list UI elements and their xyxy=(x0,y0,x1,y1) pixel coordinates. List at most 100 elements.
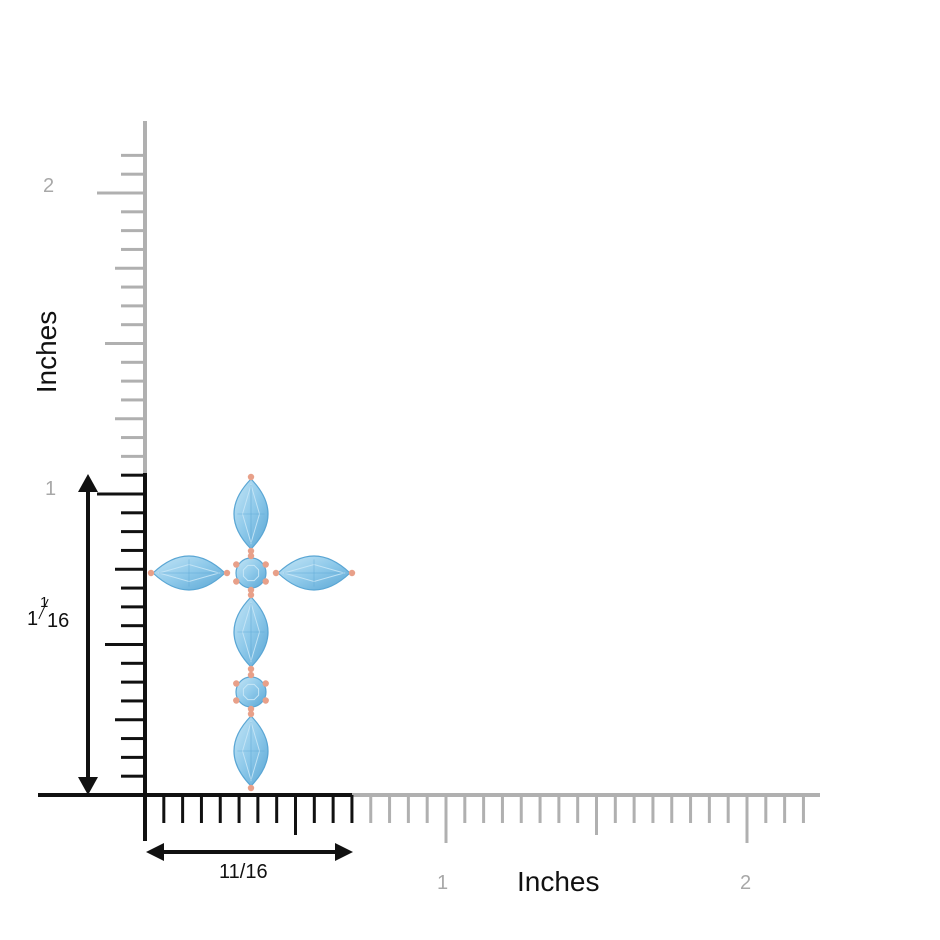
horizontal-ruler-tick xyxy=(369,795,373,823)
vertical-ruler-tick xyxy=(121,360,145,364)
vertical-ruler-tick xyxy=(121,304,145,308)
vertical-ruler-tick xyxy=(121,737,145,741)
x-axis-title: Inches xyxy=(517,866,600,897)
horizontal-ruler-tick xyxy=(500,795,504,823)
prong xyxy=(247,591,255,599)
horizontal-ruler-tick xyxy=(651,795,655,823)
prong xyxy=(247,586,255,594)
vertical-ruler xyxy=(97,121,147,841)
prong xyxy=(247,705,255,713)
vertical-ruler-tick xyxy=(115,266,145,270)
horizontal-ruler-tick xyxy=(689,795,693,823)
vertical-ruler-tick xyxy=(121,511,145,515)
horizontal-ruler-tick xyxy=(181,795,185,823)
width-dimension-arrow xyxy=(146,843,353,861)
vertical-ruler-tick xyxy=(105,342,145,345)
horizontal-ruler-tick xyxy=(670,795,674,823)
prong xyxy=(262,561,269,568)
vertical-ruler-tick xyxy=(121,172,145,176)
vertical-ruler-tick xyxy=(121,210,145,214)
marquise-stone xyxy=(152,555,226,591)
vertical-ruler-tick xyxy=(121,774,145,778)
y-axis-title: Inches xyxy=(31,310,62,394)
round-stone xyxy=(235,557,267,589)
horizontal-ruler-tick xyxy=(632,795,636,823)
horizontal-ruler xyxy=(38,793,820,843)
vertical-ruler-tick xyxy=(97,492,145,496)
height-label-whole: 1 xyxy=(27,608,39,630)
horizontal-ruler-tick xyxy=(406,795,410,823)
horizontal-ruler-tick xyxy=(199,795,203,823)
horizontal-ruler-tick xyxy=(613,795,617,823)
vertical-ruler-gray-line xyxy=(143,121,147,475)
marquise-stone xyxy=(277,555,351,591)
vertical-ruler-tick xyxy=(121,285,145,289)
horizontal-ruler-tick xyxy=(482,795,486,823)
prong xyxy=(247,784,255,792)
horizontal-ruler-black-line xyxy=(38,793,354,797)
vertical-ruler-tick xyxy=(121,436,145,440)
horizontal-ruler-tick xyxy=(256,795,260,823)
prong xyxy=(147,569,155,577)
y-tick-label-2: 2 xyxy=(43,175,55,197)
prong xyxy=(233,578,240,585)
prong xyxy=(272,569,280,577)
prong xyxy=(247,552,255,560)
horizontal-ruler-tick xyxy=(294,795,297,835)
vertical-ruler-tick xyxy=(121,661,145,665)
vertical-ruler-tick xyxy=(121,473,145,477)
vertical-ruler-tick xyxy=(121,699,145,703)
round-stone xyxy=(235,676,267,708)
prong xyxy=(223,569,231,577)
horizontal-ruler-tick xyxy=(312,795,316,823)
prong xyxy=(262,578,269,585)
vertical-ruler-tick xyxy=(121,755,145,759)
vertical-ruler-tick xyxy=(121,548,145,552)
marquise-stone xyxy=(233,596,269,668)
horizontal-ruler-tick xyxy=(444,795,448,843)
prong xyxy=(247,710,255,718)
horizontal-ruler-tick xyxy=(764,795,768,823)
horizontal-ruler-tick xyxy=(350,795,354,823)
horizontal-ruler-tick xyxy=(331,795,335,823)
horizontal-ruler-tick xyxy=(707,795,711,823)
prong xyxy=(233,697,240,704)
horizontal-ruler-tick xyxy=(275,795,279,823)
vertical-ruler-tick xyxy=(121,624,145,628)
prong xyxy=(262,697,269,704)
x-tick-label-2: 2 xyxy=(740,872,752,894)
vertical-ruler-tick xyxy=(121,229,145,233)
marquise-stone xyxy=(233,478,269,550)
prong xyxy=(233,680,240,687)
vertical-ruler-tick xyxy=(121,398,145,402)
prong xyxy=(262,680,269,687)
y-tick-label-1: 1 xyxy=(45,478,57,500)
prong xyxy=(247,671,255,679)
horizontal-ruler-tick xyxy=(801,795,805,823)
prong xyxy=(247,473,255,481)
horizontal-ruler-ticks xyxy=(162,795,805,843)
horizontal-ruler-tick xyxy=(783,795,787,823)
vertical-ruler-tick xyxy=(97,191,145,195)
horizontal-ruler-gray-line xyxy=(352,793,820,797)
prong xyxy=(348,569,356,577)
horizontal-ruler-tick xyxy=(463,795,467,823)
cross-pendant-image xyxy=(147,473,356,792)
vertical-ruler-tick xyxy=(121,530,145,534)
height-label-denominator: 16 xyxy=(47,610,70,632)
horizontal-ruler-tick xyxy=(576,795,580,823)
vertical-ruler-tick xyxy=(115,718,145,722)
vertical-ruler-ticks xyxy=(97,153,145,778)
horizontal-ruler-tick xyxy=(237,795,241,823)
prong xyxy=(247,665,255,673)
horizontal-ruler-tick xyxy=(519,795,523,823)
height-dimension-arrow xyxy=(78,474,98,795)
horizontal-ruler-tick xyxy=(745,795,749,843)
horizontal-ruler-tick xyxy=(218,795,222,823)
vertical-ruler-tick xyxy=(121,586,145,590)
vertical-ruler-tick xyxy=(121,323,145,327)
horizontal-ruler-tick xyxy=(726,795,730,823)
vertical-ruler-tick xyxy=(121,680,145,684)
horizontal-ruler-tick xyxy=(538,795,542,823)
